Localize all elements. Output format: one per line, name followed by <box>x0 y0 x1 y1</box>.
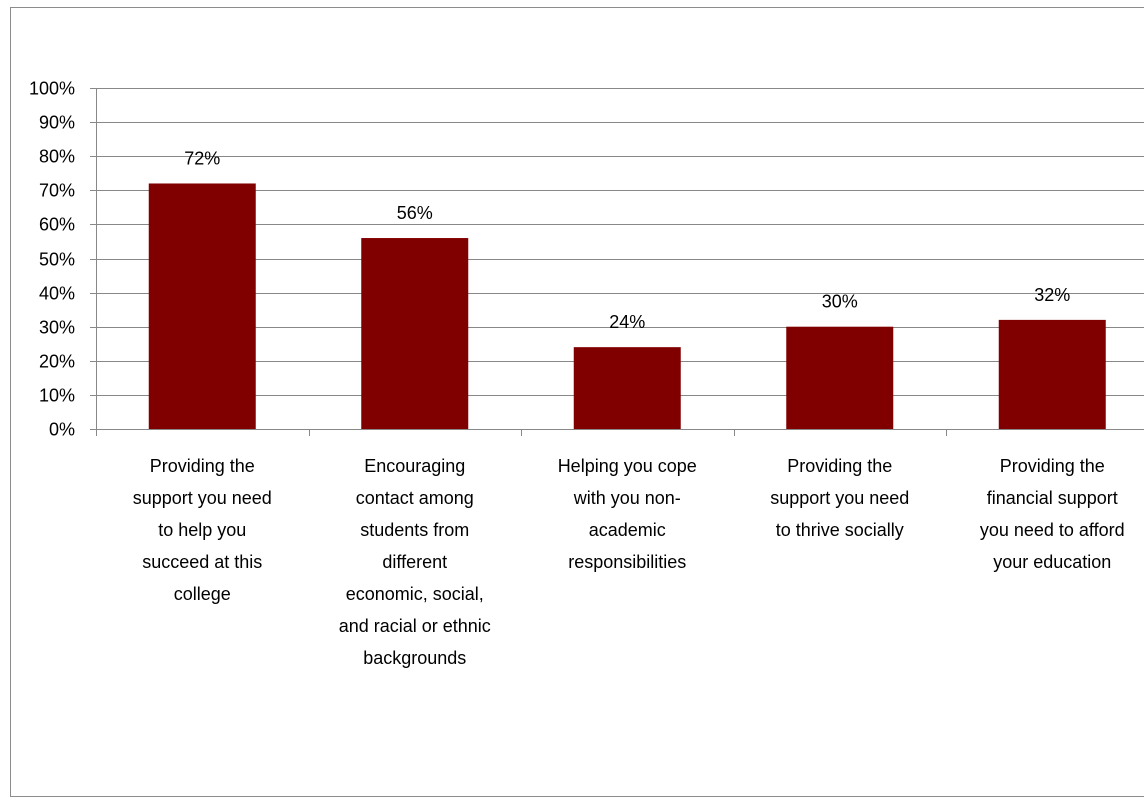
y-tick-label: 70% <box>39 181 75 201</box>
category-label-line: support you need <box>770 488 909 508</box>
category-label: Providing the support you need to thrive s… <box>770 456 909 540</box>
category-label: Providing the support you need to help you… <box>133 456 272 604</box>
bar <box>148 183 256 429</box>
category-label-line: Providing the <box>1000 456 1105 476</box>
data-label: 24% <box>609 312 645 332</box>
category-label: Helping you cope with you non-academic res… <box>558 456 697 572</box>
category-label: Encouraging contact among students from dif… <box>339 456 491 668</box>
category-label-line: with you non- <box>573 488 681 508</box>
y-tick-label: 60% <box>39 215 75 235</box>
labels: 0% 10% 20% 30% 40% 50% 60% 70% 80% 90% 100% 72% Prov… <box>29 79 1125 669</box>
bars <box>148 183 1106 429</box>
data-label: 72% <box>184 148 220 168</box>
bar-chart: 0% 10% 20% 30% 40% 50% 60% 70% 80% 90% 100% 72% Prov… <box>29 79 1144 669</box>
category-label-line: responsibilities <box>568 552 686 572</box>
category-label-line: succeed at this <box>142 552 262 572</box>
category-label-line: financial support <box>987 488 1118 508</box>
axes <box>90 88 1144 436</box>
bar <box>573 347 681 429</box>
category-label-line: Helping you cope <box>558 456 697 476</box>
y-tick-label: 100% <box>29 79 75 99</box>
bar <box>998 319 1106 429</box>
category-label-line: Providing the <box>150 456 255 476</box>
y-tick-label: 0% <box>49 420 75 440</box>
y-tick-label: 80% <box>39 147 75 167</box>
y-tick-label: 90% <box>39 113 75 133</box>
bar <box>361 238 469 429</box>
category-label: Providing the financial support you need t… <box>980 456 1125 572</box>
y-tick-label: 10% <box>39 386 75 406</box>
category-label-line: support you need <box>133 488 272 508</box>
category-label-line: economic, social, <box>346 584 484 604</box>
y-tick-label: 40% <box>39 284 75 304</box>
category-label-line: to thrive socially <box>776 520 904 540</box>
category-label-line: Encouraging <box>364 456 465 476</box>
bar <box>786 326 894 429</box>
category-label-line: you need to afford <box>980 520 1125 540</box>
y-tick-label: 20% <box>39 352 75 372</box>
y-tick-label: 50% <box>39 250 75 270</box>
category-label-line: contact among <box>356 488 474 508</box>
category-label-line: college <box>174 584 231 604</box>
category-label-line: and racial or ethnic <box>339 616 491 636</box>
category-label-line: academic <box>589 520 666 540</box>
y-tick-label: 30% <box>39 318 75 338</box>
category-label-line: different <box>382 552 447 572</box>
category-label-line: to help you <box>158 520 246 540</box>
category-label-line: backgrounds <box>363 648 466 668</box>
data-label: 30% <box>822 292 858 312</box>
category-label-line: Providing the <box>787 456 892 476</box>
category-label-line: students from <box>360 520 469 540</box>
data-label: 56% <box>397 203 433 223</box>
data-label: 32% <box>1034 285 1070 305</box>
category-label-line: your education <box>993 552 1111 572</box>
